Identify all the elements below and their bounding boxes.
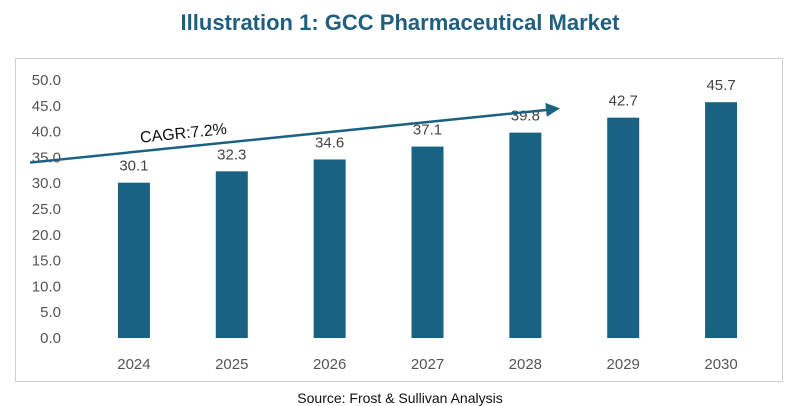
bar [607,117,640,338]
y-tick-label: 5.0 [40,304,61,321]
cagr-arrow-head [545,102,560,117]
chart-frame [15,58,783,382]
x-tick-label: 2027 [411,356,444,373]
y-tick-label: 50.0 [32,72,61,89]
bar [117,182,150,338]
y-tick-label: 25.0 [32,201,61,218]
y-tick-label: 0.0 [40,330,61,347]
bar [705,102,738,338]
data-label: 32.3 [217,146,246,163]
data-label: 34.6 [315,134,344,151]
x-tick-label: 2028 [509,356,542,373]
y-tick-label: 20.0 [32,227,61,244]
bar [509,132,542,338]
x-tick-label: 2026 [313,356,346,373]
x-tick-label: 2029 [607,356,640,373]
x-tick-label: 2030 [704,356,737,373]
bar [411,146,444,338]
chart-title: Illustration 1: GCC Pharmaceutical Marke… [180,10,620,35]
cagr-arrow-line [29,108,551,164]
data-label: 37.1 [413,122,442,139]
y-tick-label: 45.0 [32,98,61,115]
source-note: Source: Frost & Sullivan Analysis [297,390,503,406]
y-tick-label: 10.0 [32,278,61,295]
data-label: 42.7 [609,93,638,110]
y-tick-label: 40.0 [32,124,61,141]
data-label: 45.7 [706,77,735,94]
y-tick-label: 30.0 [32,175,61,192]
data-label: 30.1 [119,158,148,175]
x-tick-label: 2024 [117,356,150,373]
y-tick-label: 15.0 [32,253,61,270]
bar [215,171,248,338]
x-tick-label: 2025 [215,356,248,373]
y-tick-label: 35.0 [32,149,61,166]
bar [313,159,346,338]
